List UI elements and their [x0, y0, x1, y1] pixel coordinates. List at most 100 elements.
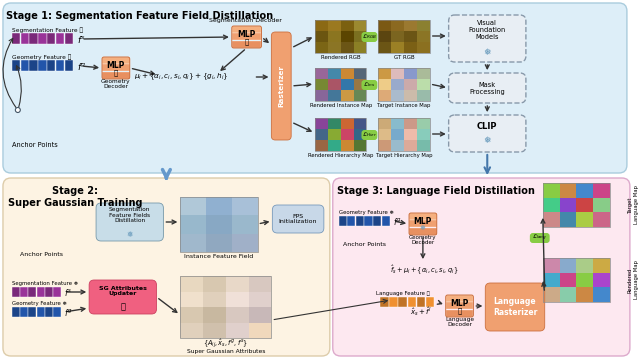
Text: 🔥: 🔥: [114, 69, 118, 76]
FancyBboxPatch shape: [417, 79, 430, 90]
FancyBboxPatch shape: [353, 68, 367, 79]
FancyBboxPatch shape: [404, 129, 417, 140]
FancyBboxPatch shape: [20, 60, 29, 71]
FancyBboxPatch shape: [47, 33, 55, 44]
Text: Language
Rasterizer: Language Rasterizer: [493, 297, 537, 317]
FancyBboxPatch shape: [226, 323, 248, 338]
Text: Geometry
Decoder: Geometry Decoder: [409, 235, 436, 246]
FancyBboxPatch shape: [356, 216, 364, 226]
FancyBboxPatch shape: [328, 140, 340, 151]
FancyBboxPatch shape: [96, 203, 163, 241]
FancyBboxPatch shape: [29, 60, 38, 71]
FancyBboxPatch shape: [417, 118, 430, 129]
FancyBboxPatch shape: [315, 42, 328, 53]
FancyBboxPatch shape: [485, 283, 545, 331]
FancyBboxPatch shape: [543, 183, 559, 198]
FancyBboxPatch shape: [340, 129, 353, 140]
Text: Target Hierarchy Map: Target Hierarchy Map: [376, 153, 433, 158]
Text: MLP: MLP: [107, 61, 125, 70]
FancyBboxPatch shape: [232, 197, 257, 215]
FancyBboxPatch shape: [353, 118, 367, 129]
FancyBboxPatch shape: [45, 307, 52, 317]
Text: Target
Language Map: Target Language Map: [628, 185, 639, 224]
FancyBboxPatch shape: [353, 31, 367, 42]
FancyBboxPatch shape: [417, 297, 426, 307]
FancyBboxPatch shape: [232, 41, 262, 48]
FancyBboxPatch shape: [353, 129, 367, 140]
FancyBboxPatch shape: [399, 297, 407, 307]
FancyBboxPatch shape: [315, 79, 328, 90]
FancyBboxPatch shape: [47, 60, 55, 71]
FancyBboxPatch shape: [3, 3, 627, 173]
FancyBboxPatch shape: [248, 276, 271, 292]
FancyBboxPatch shape: [391, 140, 404, 151]
FancyBboxPatch shape: [559, 183, 577, 198]
FancyBboxPatch shape: [593, 273, 610, 287]
FancyBboxPatch shape: [417, 20, 430, 31]
Text: Instance Feature Field: Instance Feature Field: [184, 255, 253, 260]
FancyBboxPatch shape: [102, 64, 130, 71]
FancyBboxPatch shape: [333, 178, 630, 356]
FancyBboxPatch shape: [20, 287, 28, 297]
FancyBboxPatch shape: [362, 32, 378, 42]
FancyBboxPatch shape: [328, 20, 340, 31]
FancyBboxPatch shape: [389, 297, 398, 307]
FancyBboxPatch shape: [102, 72, 130, 79]
FancyBboxPatch shape: [340, 118, 353, 129]
Text: Anchor Points: Anchor Points: [12, 142, 58, 148]
Text: Mask
Processing: Mask Processing: [469, 81, 505, 95]
FancyBboxPatch shape: [45, 287, 52, 297]
Text: $\{A_{ij}, \hat{x}_s, f^g, f^s\}$: $\{A_{ij}, \hat{x}_s, f^g, f^s\}$: [204, 338, 248, 350]
FancyBboxPatch shape: [180, 292, 203, 307]
Text: Segmentation Decoder: Segmentation Decoder: [209, 18, 282, 23]
FancyBboxPatch shape: [577, 183, 593, 198]
Text: Geometry Feature ❅: Geometry Feature ❅: [12, 301, 67, 306]
FancyBboxPatch shape: [248, 307, 271, 323]
FancyBboxPatch shape: [417, 140, 430, 151]
Text: CLIP: CLIP: [477, 122, 497, 131]
FancyBboxPatch shape: [203, 307, 226, 323]
FancyBboxPatch shape: [378, 118, 391, 129]
FancyBboxPatch shape: [226, 307, 248, 323]
FancyBboxPatch shape: [315, 31, 328, 42]
FancyBboxPatch shape: [445, 302, 474, 309]
Text: 🔥: 🔥: [458, 307, 461, 314]
Text: Geometry Feature 🔥: Geometry Feature 🔥: [12, 54, 71, 60]
Text: SG Attributes
Updater: SG Attributes Updater: [99, 285, 147, 296]
FancyBboxPatch shape: [364, 216, 372, 226]
FancyBboxPatch shape: [593, 287, 610, 302]
FancyBboxPatch shape: [391, 20, 404, 31]
FancyBboxPatch shape: [373, 216, 381, 226]
FancyBboxPatch shape: [378, 140, 391, 151]
FancyBboxPatch shape: [577, 287, 593, 302]
FancyBboxPatch shape: [391, 68, 404, 79]
FancyBboxPatch shape: [543, 212, 559, 227]
FancyBboxPatch shape: [380, 297, 389, 307]
FancyBboxPatch shape: [543, 198, 559, 212]
FancyBboxPatch shape: [577, 198, 593, 212]
Text: Geometry
Decoder: Geometry Decoder: [101, 78, 131, 89]
FancyBboxPatch shape: [543, 287, 559, 302]
FancyBboxPatch shape: [449, 115, 526, 152]
Text: Rendered
Language Map: Rendered Language Map: [628, 261, 639, 300]
FancyBboxPatch shape: [340, 140, 353, 151]
Text: Visual
Foundation
Models: Visual Foundation Models: [468, 20, 506, 40]
Text: ❅: ❅: [420, 225, 426, 231]
FancyBboxPatch shape: [577, 273, 593, 287]
FancyBboxPatch shape: [328, 79, 340, 90]
FancyBboxPatch shape: [404, 140, 417, 151]
Text: $\mathcal{L}_{lang}$: $\mathcal{L}_{lang}$: [532, 233, 547, 243]
FancyBboxPatch shape: [449, 73, 526, 103]
FancyBboxPatch shape: [404, 118, 417, 129]
Text: $\hat{f}_s + \mu_i + \{\alpha_i, c_i, s_i, q_i\}$: $\hat{f}_s + \mu_i + \{\alpha_i, c_i, s_…: [390, 264, 458, 276]
FancyBboxPatch shape: [38, 60, 47, 71]
FancyBboxPatch shape: [543, 273, 559, 287]
FancyBboxPatch shape: [328, 90, 340, 101]
FancyBboxPatch shape: [340, 31, 353, 42]
FancyBboxPatch shape: [378, 90, 391, 101]
Text: Rendered Hierarchy Map: Rendered Hierarchy Map: [308, 153, 373, 158]
Text: $\mu_i + \{\alpha_i, c_i, s_i, q_i\} + \{g_i, h_i\}$: $\mu_i + \{\alpha_i, c_i, s_i, q_i\} + \…: [134, 72, 228, 82]
FancyBboxPatch shape: [593, 183, 610, 198]
Text: Stage 3: Language Field Distillation: Stage 3: Language Field Distillation: [337, 186, 534, 196]
FancyBboxPatch shape: [180, 197, 206, 215]
